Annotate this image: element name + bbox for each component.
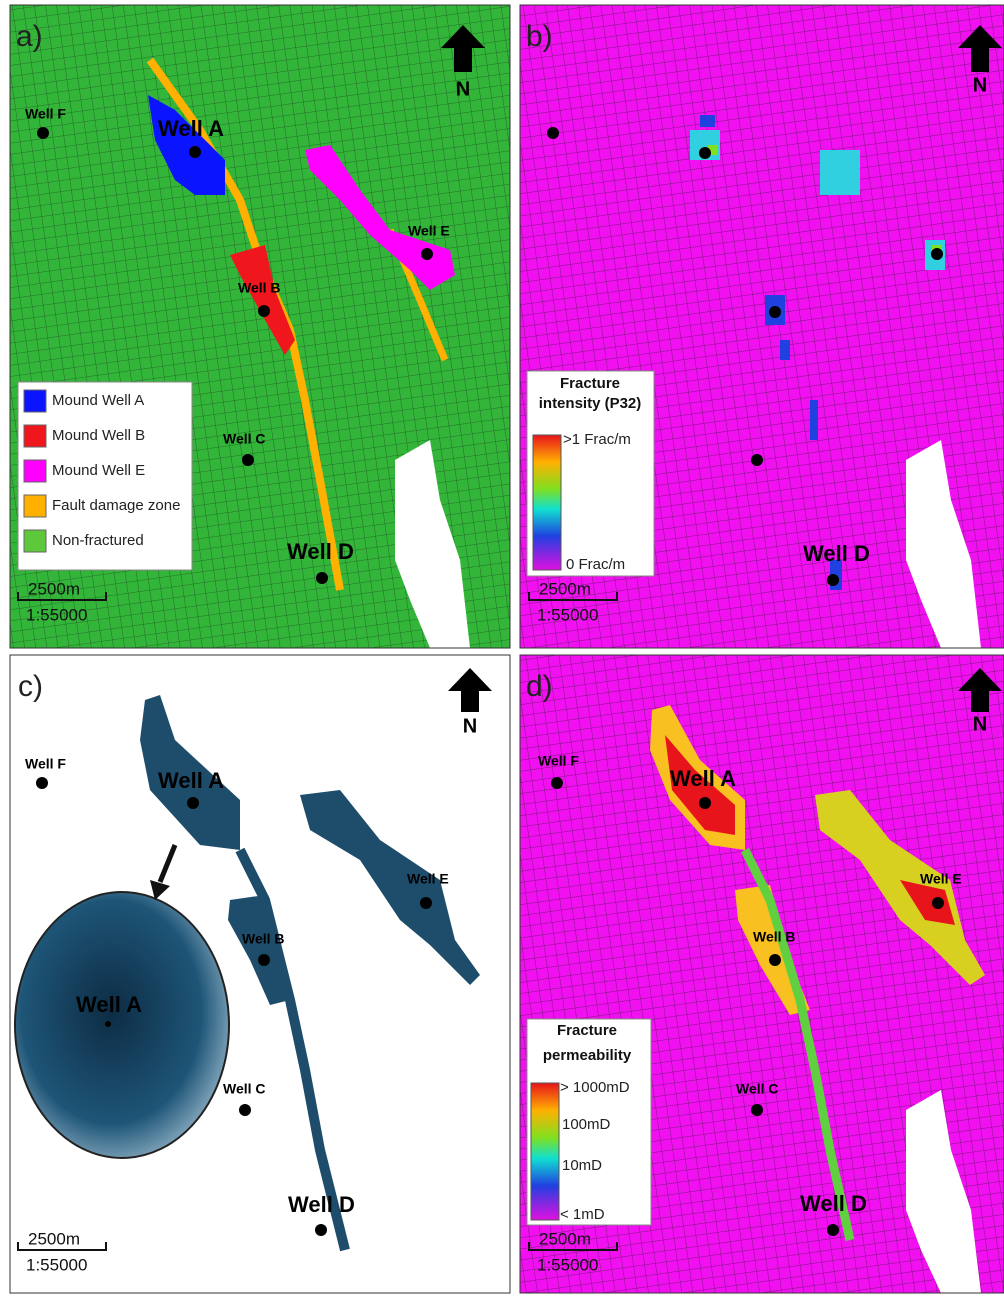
scale-ratio: 1:55000 bbox=[26, 605, 87, 624]
scale-distance: 2500m bbox=[28, 579, 80, 598]
legend-swatch bbox=[24, 460, 46, 482]
legend-label: Mound Well B bbox=[52, 427, 145, 444]
page: {"panels": [ {"label": "a)", "north": "N… bbox=[0, 0, 1004, 1296]
legend-tick: >1 Frac/m bbox=[563, 431, 631, 448]
well-label: Well D bbox=[287, 539, 354, 564]
scale-ratio: 1:55000 bbox=[26, 1255, 87, 1274]
color-ramp bbox=[533, 435, 561, 570]
legend-title: intensity (P32) bbox=[539, 395, 642, 412]
panel-label: c) bbox=[18, 670, 43, 703]
well-label: Well D bbox=[803, 541, 870, 566]
legend-title: permeability bbox=[543, 1047, 632, 1064]
well-label: Well E bbox=[920, 871, 962, 887]
legend-tick: 0 Frac/m bbox=[566, 556, 625, 573]
legend: Fracture permeability > 1000mD 100mD 10m… bbox=[527, 1019, 651, 1225]
well-label: Well B bbox=[753, 929, 796, 945]
legend-tick: > 1000mD bbox=[560, 1079, 630, 1096]
legend-swatch bbox=[24, 390, 46, 412]
panel-label: a) bbox=[16, 20, 43, 53]
panel-label: d) bbox=[526, 670, 553, 703]
legend-label: Mound Well E bbox=[52, 462, 145, 479]
legend-tick: 100mD bbox=[562, 1116, 611, 1133]
legend: Fracture intensity (P32) >1 Frac/m 0 Fra… bbox=[527, 371, 654, 576]
well-label: Well B bbox=[242, 931, 285, 947]
color-ramp bbox=[531, 1083, 559, 1220]
well-label: Well B bbox=[238, 280, 281, 296]
legend-label: Non-fractured bbox=[52, 532, 144, 549]
scale-ratio: 1:55000 bbox=[537, 605, 598, 624]
inset-label: Well A bbox=[76, 992, 142, 1017]
legend-tick: 10mD bbox=[562, 1157, 602, 1174]
legend-tick: < 1mD bbox=[560, 1206, 605, 1223]
well-label: Well F bbox=[25, 106, 66, 122]
well-label: Well A bbox=[158, 768, 224, 793]
legend: Mound Well A Mound Well B Mound Well E Faul… bbox=[18, 382, 192, 570]
legend-label: Mound Well A bbox=[52, 392, 144, 409]
well-label: Well C bbox=[736, 1081, 779, 1097]
well-label: Well A bbox=[158, 116, 224, 141]
north-label: N bbox=[973, 74, 987, 96]
north-label: N bbox=[973, 713, 987, 735]
north-label: N bbox=[456, 78, 470, 100]
legend-swatch bbox=[24, 530, 46, 552]
well-label: Well F bbox=[25, 756, 66, 772]
well-label: Well D bbox=[800, 1191, 867, 1216]
panel-label: b) bbox=[526, 20, 553, 53]
well-label: Well C bbox=[223, 431, 266, 447]
legend-label: Fault damage zone bbox=[52, 497, 180, 514]
figure: a) b) c) d) N N N N Well F Well A Well E… bbox=[0, 0, 1004, 1296]
scale-ratio: 1:55000 bbox=[537, 1255, 598, 1274]
legend-swatch bbox=[24, 495, 46, 517]
scale-distance: 2500m bbox=[539, 1229, 591, 1248]
well-label: Well E bbox=[408, 223, 450, 239]
legend-title: Fracture bbox=[557, 1022, 617, 1039]
well-label: Well D bbox=[288, 1192, 355, 1217]
well-label: Well A bbox=[670, 766, 736, 791]
well-label: Well C bbox=[223, 1081, 266, 1097]
legend-title: Fracture bbox=[560, 375, 620, 392]
well-label: Well E bbox=[407, 871, 449, 887]
scale-distance: 2500m bbox=[539, 579, 591, 598]
legend-swatch bbox=[24, 425, 46, 447]
north-label: N bbox=[463, 715, 477, 737]
scale-distance: 2500m bbox=[28, 1229, 80, 1248]
well-label: Well F bbox=[538, 753, 579, 769]
panel-c bbox=[10, 655, 510, 1293]
